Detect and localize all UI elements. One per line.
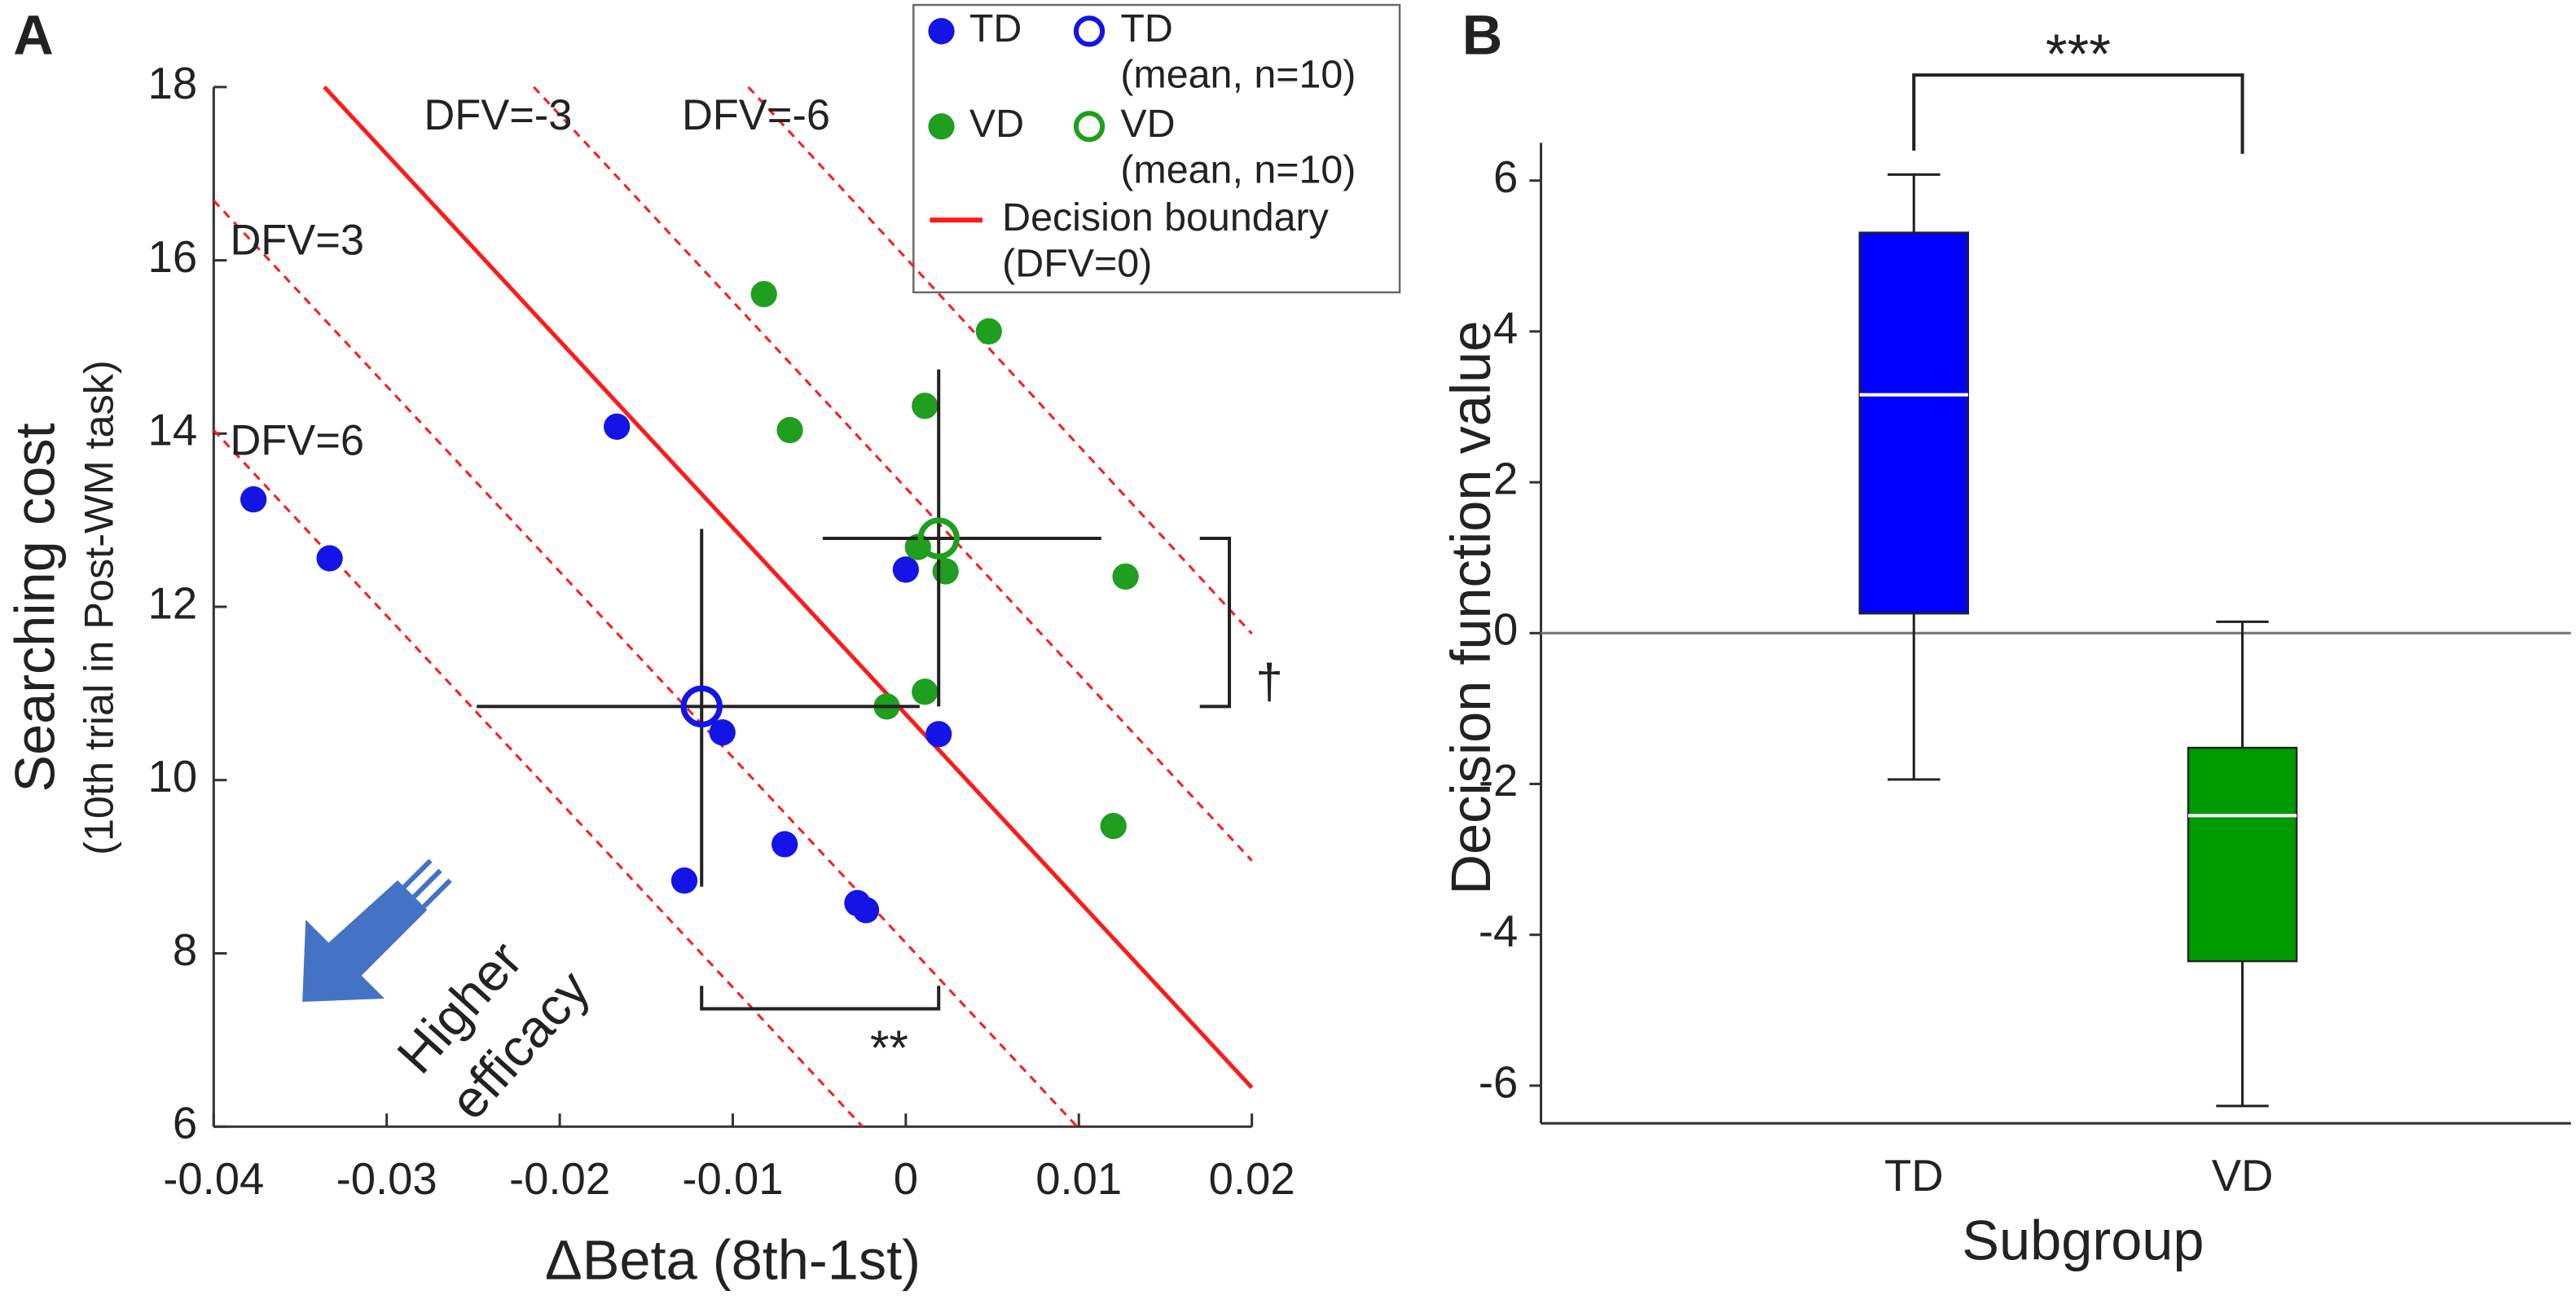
- x-axis-label: Subgroup: [1962, 1210, 2204, 1272]
- point: [1112, 563, 1139, 590]
- x-tick-label: TD: [1884, 1151, 1944, 1201]
- x-axis-label: ΔBeta (8th-1st): [545, 1229, 921, 1292]
- x-tick-label: 0: [894, 1154, 918, 1204]
- sig-bracket: [1199, 537, 1232, 709]
- y-axis-label: Searching cost: [4, 423, 67, 792]
- y-tick-label: -2: [1479, 756, 1518, 806]
- x-tick-label: 0.01: [1035, 1154, 1122, 1204]
- dfv-label: DFV=-6: [682, 92, 830, 139]
- legend-marker: [928, 113, 955, 140]
- point: [670, 867, 698, 894]
- mean-point: [917, 517, 960, 560]
- legend-marker: [928, 18, 955, 45]
- x-tick-label: VD: [2212, 1151, 2274, 1201]
- point: [316, 545, 343, 572]
- point: [912, 678, 939, 705]
- box: [2187, 746, 2298, 963]
- dfv-line: [213, 429, 864, 1128]
- point: [932, 558, 959, 585]
- legend-label: (mean, n=10): [1120, 148, 1356, 192]
- dfv-line: [213, 200, 1079, 1128]
- y-tick-label: 18: [148, 59, 198, 108]
- legend-label: TD: [1120, 7, 1172, 50]
- legend-label: VD: [1120, 102, 1175, 146]
- point: [750, 280, 777, 308]
- point: [912, 393, 939, 419]
- sig-label: ***: [2046, 23, 2111, 86]
- point: [975, 318, 1002, 345]
- x-tick-label: -0.03: [336, 1154, 437, 1204]
- y-tick-label: -4: [1479, 907, 1518, 956]
- legend-marker: [1073, 15, 1106, 47]
- y-tick-label: 4: [1493, 303, 1518, 353]
- y-axis-label: Decision function value: [1440, 321, 1502, 895]
- y-tick-label: 0: [1493, 605, 1518, 655]
- legend-box: [912, 3, 1401, 294]
- point: [925, 721, 952, 748]
- y-tick-label: 12: [148, 578, 198, 628]
- x-tick-label: -0.02: [509, 1154, 610, 1204]
- legend-label: (mean, n=10): [1120, 53, 1356, 97]
- point: [892, 556, 919, 583]
- y-tick-label: -6: [1479, 1057, 1518, 1107]
- panel-label: B: [1462, 4, 1503, 67]
- legend-label: Decision boundary: [1002, 195, 1329, 239]
- point: [1100, 813, 1127, 840]
- y-tick-label: 2: [1493, 454, 1518, 503]
- y-tick-label: 8: [173, 925, 197, 975]
- dfv-label: DFV=6: [230, 417, 364, 464]
- dfv-line: [747, 86, 1253, 635]
- legend-label: (DFV=0): [1002, 241, 1152, 285]
- y-tick-label: 6: [173, 1099, 197, 1148]
- point: [604, 413, 631, 440]
- x-tick-label: -0.04: [163, 1154, 264, 1204]
- sig-label: **: [870, 1020, 908, 1075]
- sig-bracket: [700, 986, 941, 1011]
- mean-point: [680, 685, 723, 728]
- panel-label: A: [13, 4, 54, 67]
- dfv-label: DFV=3: [230, 217, 364, 264]
- y-axis-sublabel: (10th trial in Post-WM task): [75, 360, 121, 855]
- sig-label: †: [1255, 653, 1283, 709]
- box: [1858, 231, 1969, 615]
- sig-bracket: [1912, 73, 2244, 154]
- y-tick-label: 14: [148, 406, 198, 455]
- arrow: [302, 858, 452, 1002]
- point: [240, 486, 267, 513]
- x-tick-label: -0.01: [682, 1154, 783, 1204]
- point: [776, 416, 803, 444]
- legend-label: TD: [969, 7, 1022, 50]
- dfv-line: [533, 86, 1253, 862]
- point: [709, 719, 736, 746]
- dfv-label: DFV=-3: [424, 92, 572, 139]
- x-tick-label: 0.02: [1209, 1154, 1295, 1204]
- decision-boundary: [323, 86, 1254, 1090]
- legend-marker: [1073, 111, 1106, 143]
- y-tick-label: 6: [1493, 152, 1518, 202]
- point: [852, 897, 880, 924]
- point: [771, 831, 798, 858]
- y-tick-label: 16: [148, 232, 198, 282]
- legend-label: VD: [969, 102, 1024, 146]
- y-tick-label: 10: [148, 752, 198, 801]
